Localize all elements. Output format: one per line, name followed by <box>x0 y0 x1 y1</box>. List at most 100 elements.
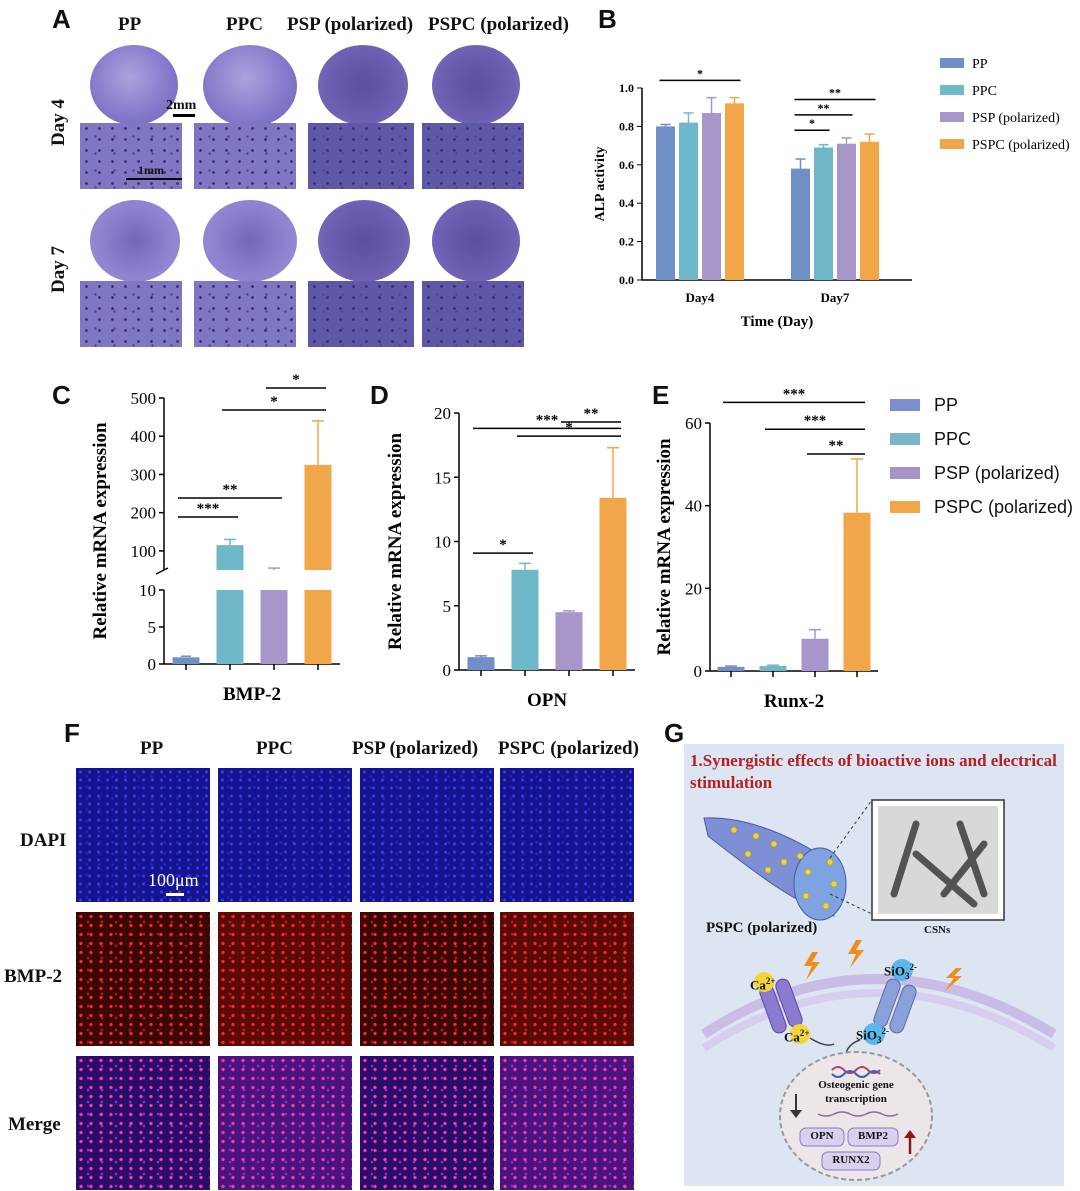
micro-day7-pp <box>80 281 182 347</box>
scale-label-micro: 1mm <box>138 163 164 177</box>
significance-label: ** <box>223 482 238 498</box>
scale-bar-micro <box>126 178 182 180</box>
lightning-icon-2 <box>848 940 864 968</box>
fluor-merge-psp <box>360 1056 494 1190</box>
x-axis-label: Runx-2 <box>764 691 824 712</box>
y-tick-label: 40 <box>685 497 702 516</box>
micro-day4-pspc <box>422 123 524 189</box>
scale-label-fluor: 100μm <box>148 870 199 890</box>
legend-label: PP <box>972 57 988 72</box>
x-axis-label: OPN <box>527 690 567 711</box>
y-tick-label: 20 <box>434 404 451 423</box>
schematic-panel: 1.Synergistic effects of bioactive ions … <box>684 744 1064 1186</box>
ca-arrow <box>809 1037 835 1046</box>
panel-f-row-merge: Merge <box>8 1114 61 1135</box>
bar <box>860 141 879 280</box>
fluor-bmp2-psp <box>360 912 494 1046</box>
scale-label-dish: 2mm <box>166 98 197 113</box>
si-label-outside-text: SiO <box>884 963 905 979</box>
y-tick-label: 60 <box>685 414 702 433</box>
significance-label: * <box>809 116 815 130</box>
lightning-icon-3 <box>944 968 962 992</box>
dish-day7-ppc <box>203 200 297 282</box>
schematic-title: 1.Synergistic effects of bioactive ions … <box>690 751 1057 792</box>
mrna-icon <box>817 1111 899 1117</box>
y-tick-label: 1.0 <box>619 81 634 95</box>
inset-connector-bottom <box>829 893 873 915</box>
dish-day7-pspc <box>432 200 520 282</box>
legend-swatch-psp <box>890 467 920 479</box>
panel-a-col-pspc: PSPC (polarized) <box>428 14 569 35</box>
nucleus-text-line2: transcription <box>825 1093 887 1105</box>
micro-day4-psp <box>308 123 414 189</box>
legend-swatch <box>940 58 964 68</box>
legend-swatch-ppc <box>890 433 920 445</box>
lightning-icon-1 <box>804 952 820 980</box>
bar <box>814 147 833 280</box>
panel-label-c: C <box>52 380 71 410</box>
inset-nanostructures <box>890 820 988 908</box>
fluor-bmp2-pp <box>76 912 210 1046</box>
y-tick-label: 400 <box>131 427 157 446</box>
ca-label-inside-charge: 2+ <box>799 1028 810 1038</box>
si-label-inside-sub: 3 <box>876 1034 882 1045</box>
up-arrow-head <box>904 1130 916 1138</box>
significance-label: ** <box>829 86 841 100</box>
fluor-merge-ppc <box>218 1056 352 1190</box>
panel-label-d: D <box>370 380 389 410</box>
bar <box>656 126 675 281</box>
bar <box>679 122 698 280</box>
fiber-particles <box>730 826 838 910</box>
dish-day4-pp <box>90 45 178 125</box>
y-tick-label: 0 <box>443 661 452 680</box>
down-arrow-head <box>790 1110 802 1118</box>
si-label-inside-charge: 2- <box>881 1026 889 1036</box>
micro-day7-ppc <box>194 281 296 347</box>
schematic-drawing <box>701 799 1057 1181</box>
y-axis-label: ALP activity <box>593 146 608 221</box>
x-axis-label: Time (Day) <box>741 314 814 330</box>
x-tick-label: Day7 <box>821 290 850 305</box>
panel-f-col-ppc: PPC <box>256 738 293 759</box>
panel-label-f: F <box>64 718 80 748</box>
bar-lower <box>172 657 200 664</box>
y-axis-label: Relative mRNA expression <box>654 438 675 656</box>
y-tick-label: 200 <box>131 504 157 523</box>
fluor-merge-pspc <box>500 1056 634 1190</box>
gene-box-opn <box>799 1127 845 1147</box>
panel-a-col-pp: PP <box>118 14 142 35</box>
legend-label: PSP (polarized) <box>972 111 1060 126</box>
legend-swatch-pspc <box>890 501 920 513</box>
y-tick-label: 10 <box>434 533 451 552</box>
significance-label: ** <box>584 406 599 422</box>
dish-day4-ppc <box>203 45 297 127</box>
bar <box>717 666 745 671</box>
bar-lower <box>304 590 332 664</box>
legend-item-pp: PP <box>890 388 1080 422</box>
fluor-dapi-psp <box>360 768 494 902</box>
y-axis-label: Relative mRNA expression <box>90 422 111 640</box>
y-tick-label: 100 <box>131 542 157 561</box>
y-tick-label: 0.6 <box>619 158 634 172</box>
si-ion-inside <box>863 1023 885 1045</box>
panel-a-row-day4: Day 4 <box>48 99 69 146</box>
bar <box>702 112 721 281</box>
si-channel-right <box>889 984 917 1034</box>
si-label-inside: SiO32- <box>856 1026 889 1045</box>
chart-b-alp: 0.0 0.2 0.4 0.6 0.8 1.0 ALP activity Time (Day)… <box>593 57 1070 330</box>
chart-c-bmp2: 0 5 10 100 200 300 400 500 Relative mRNA express… <box>90 372 340 705</box>
gene-runx2: RUNX2 <box>832 1154 870 1166</box>
y-tick-label: 0 <box>148 655 157 674</box>
significance-label: *** <box>197 501 220 517</box>
si-ion-outside <box>891 959 913 981</box>
y-tick-label: 5 <box>443 597 452 616</box>
bar <box>843 512 871 671</box>
panel-f-col-pspc: PSPC (polarized) <box>498 738 639 759</box>
y-tick-label: 300 <box>131 465 157 484</box>
legend-cde: PP PPC PSP (polarized) PSPC (polarized) <box>890 388 1080 524</box>
bar-upper <box>216 545 244 570</box>
significance-label: *** <box>536 412 559 428</box>
legend-label-pspc: PSPC (polarized) <box>934 496 1074 517</box>
panel-f-col-pp: PP <box>140 738 164 759</box>
gene-box-bmp2 <box>847 1127 899 1147</box>
